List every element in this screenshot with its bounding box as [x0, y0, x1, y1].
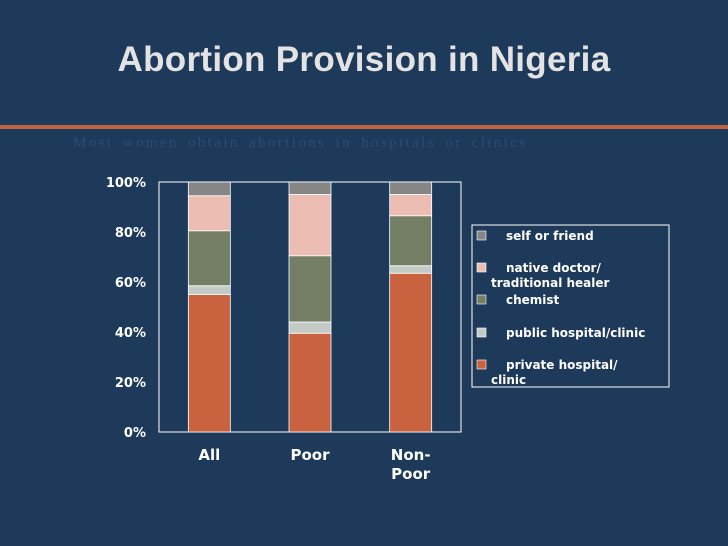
y-tick-label: 20% [115, 376, 146, 391]
bar-segment [288, 321, 332, 334]
y-tick-label: 0% [124, 426, 146, 441]
bar-stacks [187, 181, 433, 433]
x-category-label: Poor [290, 446, 330, 464]
bar-segment [288, 255, 332, 323]
y-tick-label: 60% [115, 276, 146, 291]
x-axis: All Poor Non-Poor [198, 446, 430, 483]
legend-swatch [476, 327, 487, 338]
title-divider [0, 125, 728, 129]
x-category-label: Poor [391, 465, 431, 483]
legend-label: clinic [491, 373, 526, 387]
bar-segment [187, 181, 231, 197]
y-axis: 0% 20% 40% 60% 80% 100% [106, 176, 146, 441]
legend: self or friend native doctor/traditional … [471, 224, 670, 388]
legend-label: public hospital/clinic [506, 326, 645, 340]
bar-segment [187, 195, 231, 232]
bar-segment [187, 285, 231, 295]
x-category-label: Non- [391, 446, 431, 464]
y-tick-label: 100% [106, 176, 146, 191]
legend-label: private hospital/ [506, 358, 618, 372]
y-tick-label: 40% [115, 326, 146, 341]
slide-title: Abortion Provision in Nigeria [117, 40, 611, 79]
legend-frame [471, 224, 670, 388]
legend-swatch [476, 262, 487, 273]
bar-segment [389, 265, 433, 274]
legend-swatch [476, 294, 487, 305]
legend-label: self or friend [506, 229, 594, 243]
y-tick-label: 80% [115, 226, 146, 241]
bar-segment [389, 181, 433, 195]
bar-segment [288, 181, 332, 195]
slide-subtitle: Most women obtain abortions in hospitals… [73, 135, 528, 151]
legend-label: traditional healer [491, 276, 610, 290]
bar-segment [288, 332, 332, 433]
legend-label: chemist [506, 293, 560, 307]
bar-segment [288, 194, 332, 257]
x-category-label: All [198, 446, 220, 464]
bar-segment [187, 230, 231, 287]
legend-swatch [476, 359, 487, 370]
legend-swatch [476, 230, 487, 241]
bar-segment [389, 194, 433, 217]
bar-segment [389, 272, 433, 433]
legend-label: native doctor/ [506, 261, 601, 275]
bar-segment [389, 215, 433, 267]
bar-segment [187, 294, 231, 433]
